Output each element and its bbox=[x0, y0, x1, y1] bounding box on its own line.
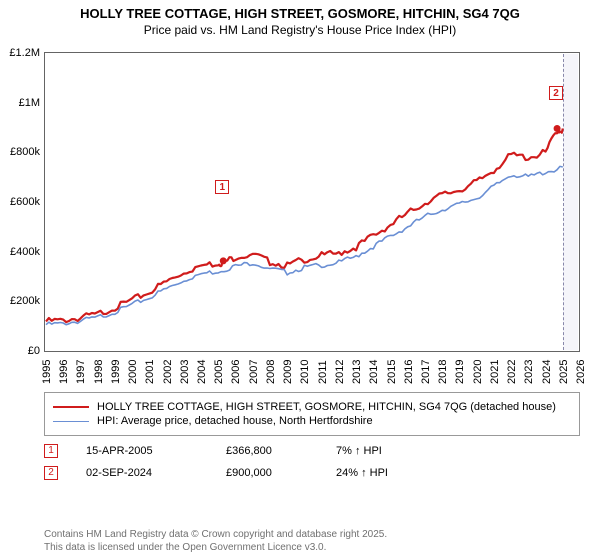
y-tick-label: £600k bbox=[0, 196, 40, 208]
x-tick-label: 1995 bbox=[41, 360, 53, 384]
x-tick-label: 2017 bbox=[420, 360, 432, 384]
x-tick-label: 2022 bbox=[506, 360, 518, 384]
x-tick-label: 2012 bbox=[334, 360, 346, 384]
sale-date: 02-SEP-2024 bbox=[86, 467, 226, 479]
plot-area bbox=[44, 52, 580, 352]
x-tick-label: 2006 bbox=[230, 360, 242, 384]
x-tick-label: 2018 bbox=[437, 360, 449, 384]
legend-swatch-price bbox=[53, 406, 89, 408]
x-tick-label: 2014 bbox=[368, 360, 380, 384]
x-tick-label: 2021 bbox=[489, 360, 501, 384]
sale-row: 2 02-SEP-2024 £900,000 24% ↑ HPI bbox=[44, 462, 580, 484]
x-tick-label: 2025 bbox=[558, 360, 570, 384]
title-line2: Price paid vs. HM Land Registry's House … bbox=[10, 23, 590, 37]
x-tick-label: 1996 bbox=[58, 360, 70, 384]
series-price_paid bbox=[46, 129, 563, 323]
chart-area: £0£200k£400k£600k£800k£1M£1.2M 199519961… bbox=[44, 52, 580, 352]
marker-box-2: 2 bbox=[549, 86, 563, 100]
y-tick-label: £200k bbox=[0, 295, 40, 307]
x-tick-label: 2011 bbox=[317, 360, 329, 384]
x-tick-label: 2008 bbox=[265, 360, 277, 384]
y-tick-label: £800k bbox=[0, 146, 40, 158]
sale-point-1 bbox=[220, 257, 227, 264]
y-tick-label: £1.2M bbox=[0, 47, 40, 59]
x-tick-label: 2007 bbox=[248, 360, 260, 384]
x-tick-label: 2023 bbox=[523, 360, 535, 384]
x-tick-label: 2010 bbox=[299, 360, 311, 384]
x-tick-label: 2015 bbox=[386, 360, 398, 384]
sale-price: £900,000 bbox=[226, 467, 336, 479]
legend-label-price: HOLLY TREE COTTAGE, HIGH STREET, GOSMORE… bbox=[97, 401, 556, 413]
footer-line1: Contains HM Land Registry data © Crown c… bbox=[44, 528, 387, 541]
x-tick-label: 2013 bbox=[351, 360, 363, 384]
sale-date: 15-APR-2005 bbox=[86, 445, 226, 457]
x-tick-label: 2000 bbox=[127, 360, 139, 384]
y-tick-label: £1M bbox=[0, 97, 40, 109]
x-tick-label: 2002 bbox=[162, 360, 174, 384]
x-tick-label: 2005 bbox=[213, 360, 225, 384]
sale-pct: 24% ↑ HPI bbox=[336, 467, 436, 479]
x-tick-label: 2019 bbox=[454, 360, 466, 384]
legend-row-price: HOLLY TREE COTTAGE, HIGH STREET, GOSMORE… bbox=[53, 401, 571, 413]
sale-pct: 7% ↑ HPI bbox=[336, 445, 436, 457]
sale-price: £366,800 bbox=[226, 445, 336, 457]
x-tick-label: 1999 bbox=[110, 360, 122, 384]
footer-line2: This data is licensed under the Open Gov… bbox=[44, 541, 387, 554]
title-block: HOLLY TREE COTTAGE, HIGH STREET, GOSMORE… bbox=[0, 0, 600, 39]
plot-svg bbox=[46, 54, 580, 352]
legend-swatch-hpi bbox=[53, 421, 89, 422]
sale-row: 1 15-APR-2005 £366,800 7% ↑ HPI bbox=[44, 440, 580, 462]
legend-label-hpi: HPI: Average price, detached house, Nort… bbox=[97, 415, 373, 427]
x-tick-label: 2003 bbox=[179, 360, 191, 384]
chart-container: HOLLY TREE COTTAGE, HIGH STREET, GOSMORE… bbox=[0, 0, 600, 560]
footer: Contains HM Land Registry data © Crown c… bbox=[44, 528, 387, 554]
x-tick-label: 1998 bbox=[93, 360, 105, 384]
title-line1: HOLLY TREE COTTAGE, HIGH STREET, GOSMORE… bbox=[10, 6, 590, 21]
y-tick-label: £400k bbox=[0, 246, 40, 258]
sale-point-2 bbox=[554, 125, 561, 132]
y-tick-label: £0 bbox=[0, 345, 40, 357]
sale-marker-1: 1 bbox=[44, 444, 58, 458]
x-tick-label: 2004 bbox=[196, 360, 208, 384]
x-tick-label: 1997 bbox=[75, 360, 87, 384]
x-tick-label: 2026 bbox=[575, 360, 587, 384]
legend: HOLLY TREE COTTAGE, HIGH STREET, GOSMORE… bbox=[44, 392, 580, 436]
x-tick-label: 2020 bbox=[472, 360, 484, 384]
sale-marker-2: 2 bbox=[44, 466, 58, 480]
marker-box-1: 1 bbox=[215, 180, 229, 194]
legend-row-hpi: HPI: Average price, detached house, Nort… bbox=[53, 415, 571, 427]
x-tick-label: 2016 bbox=[403, 360, 415, 384]
x-tick-label: 2001 bbox=[144, 360, 156, 384]
sales-table: 1 15-APR-2005 £366,800 7% ↑ HPI 2 02-SEP… bbox=[44, 440, 580, 484]
x-tick-label: 2009 bbox=[282, 360, 294, 384]
x-tick-label: 2024 bbox=[541, 360, 553, 384]
